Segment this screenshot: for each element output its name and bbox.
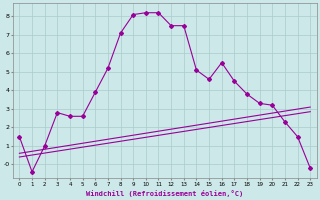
X-axis label: Windchill (Refroidissement éolien,°C): Windchill (Refroidissement éolien,°C) (86, 190, 244, 197)
